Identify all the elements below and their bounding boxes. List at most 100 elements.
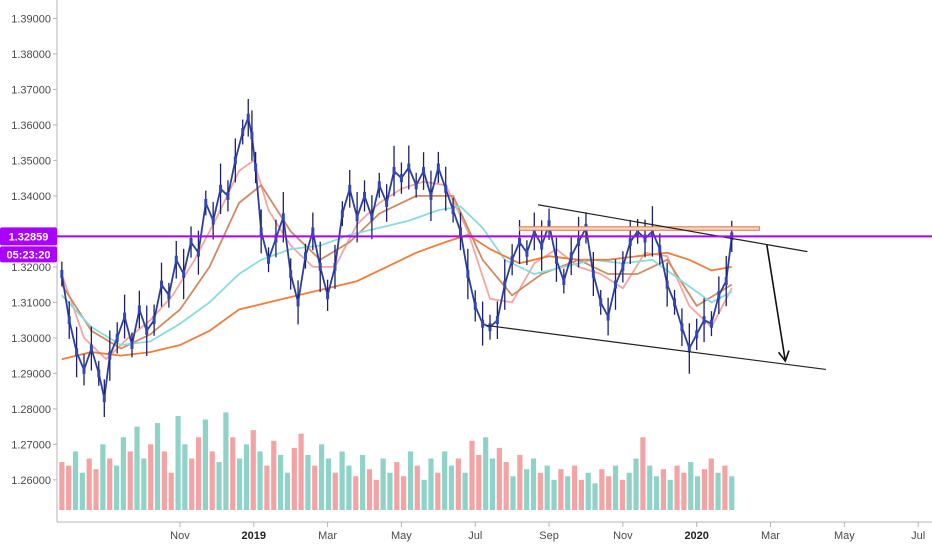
volume-bar bbox=[291, 447, 297, 510]
candle-body bbox=[274, 234, 278, 243]
volume-bar bbox=[701, 469, 708, 510]
candle-body bbox=[414, 181, 418, 190]
candle-body bbox=[473, 301, 477, 310]
current-price-line: 1.32859 05:23:20 bbox=[0, 227, 932, 263]
price-tick-label: 1.32000 bbox=[11, 262, 51, 274]
time-tick-label: 2020 bbox=[684, 530, 708, 542]
candle-body bbox=[123, 312, 127, 321]
candle-body bbox=[189, 238, 193, 247]
volume-bar bbox=[182, 444, 188, 510]
candle-body bbox=[204, 198, 208, 207]
candle-body bbox=[436, 163, 440, 172]
candle-body bbox=[355, 213, 359, 222]
volume-bar bbox=[120, 437, 126, 510]
volume-bar bbox=[93, 469, 99, 510]
volume-bar bbox=[476, 454, 482, 510]
volume-bar bbox=[86, 458, 92, 510]
candle-body bbox=[643, 234, 647, 243]
candle-body bbox=[160, 280, 164, 289]
volume-bar bbox=[674, 465, 680, 510]
volume-bar bbox=[216, 462, 222, 510]
candle-body bbox=[246, 113, 250, 122]
candle-body bbox=[196, 248, 200, 257]
volume-bar bbox=[319, 444, 325, 510]
candle-body bbox=[377, 181, 381, 190]
countdown-badge bbox=[0, 246, 57, 263]
candle-body bbox=[318, 262, 322, 271]
volume-bar bbox=[332, 472, 338, 510]
candle-body bbox=[333, 262, 337, 271]
volume-bar bbox=[360, 454, 366, 510]
candle-body bbox=[599, 298, 603, 307]
volume-bar bbox=[544, 465, 550, 510]
candle-body bbox=[717, 291, 721, 300]
candle-body bbox=[182, 269, 186, 278]
price-tick-label: 1.31000 bbox=[11, 297, 51, 309]
time-tick-label: May bbox=[391, 530, 412, 542]
volume-bar bbox=[380, 458, 386, 510]
candle-body bbox=[250, 131, 254, 140]
volume-bar bbox=[401, 476, 407, 510]
volume-bar bbox=[640, 437, 646, 510]
volume-bar bbox=[305, 454, 311, 510]
time-tick-label: Mar bbox=[318, 530, 337, 542]
candle-body bbox=[687, 344, 691, 353]
price-tick-label: 1.34000 bbox=[11, 191, 51, 203]
candle-body bbox=[174, 255, 178, 264]
volume-bar bbox=[619, 479, 625, 510]
volume-bar bbox=[414, 465, 420, 510]
volume-bar bbox=[524, 469, 530, 510]
price-tick-label: 1.26000 bbox=[11, 475, 51, 487]
candle-body bbox=[540, 241, 544, 250]
time-axis: Nov 2019 Mar May Jul Sep Nov 2020 Mar May Jul bbox=[57, 521, 932, 542]
candle-body bbox=[577, 238, 581, 247]
projection-arrow-head bbox=[777, 350, 790, 363]
current-price-badge bbox=[0, 227, 57, 246]
candle-body bbox=[702, 316, 706, 325]
resistance-zone bbox=[519, 226, 760, 231]
drawing-annotations[interactable] bbox=[486, 204, 826, 371]
volume-bar bbox=[366, 469, 373, 510]
price-tick-label: 1.30000 bbox=[11, 333, 51, 345]
volume-bar bbox=[243, 444, 250, 510]
candle-body bbox=[89, 344, 93, 353]
candle-body bbox=[458, 227, 462, 236]
candle-body bbox=[554, 255, 558, 264]
candle-body bbox=[370, 213, 374, 222]
moving-average-line bbox=[60, 158, 733, 361]
volume-bar bbox=[681, 472, 687, 510]
candle-body bbox=[108, 351, 112, 360]
time-tick-label: 2019 bbox=[242, 530, 266, 542]
candle-body bbox=[82, 365, 86, 374]
volume-bar bbox=[312, 465, 318, 510]
volume-bar bbox=[236, 458, 243, 510]
candle-body bbox=[650, 227, 654, 236]
volume-bar bbox=[230, 437, 236, 510]
price-tick-label: 1.27000 bbox=[11, 439, 51, 451]
price-axis: 1.39000 1.38000 1.37000 1.36000 1.35000 1.340… bbox=[11, 0, 58, 522]
volume-bar bbox=[442, 451, 448, 510]
volume-bar bbox=[722, 465, 728, 510]
candle-body bbox=[75, 348, 79, 357]
volume-bar bbox=[510, 476, 516, 510]
candle-body bbox=[219, 184, 223, 193]
volume-bar bbox=[175, 415, 181, 510]
time-tick-label: Jul bbox=[911, 530, 925, 542]
volume-bar bbox=[428, 458, 434, 510]
volume-bar bbox=[633, 458, 639, 510]
volume-bar bbox=[127, 451, 133, 510]
volume-bars bbox=[59, 412, 735, 510]
volume-bar bbox=[503, 462, 509, 510]
volume-bar bbox=[107, 458, 113, 510]
candle-body bbox=[145, 326, 149, 335]
volume-bar bbox=[202, 419, 208, 510]
volume-bar bbox=[530, 458, 537, 510]
candle-body bbox=[267, 255, 271, 264]
candle-body bbox=[152, 316, 156, 325]
volume-bar bbox=[558, 469, 564, 510]
candle-body bbox=[488, 323, 492, 332]
candle-body bbox=[628, 238, 632, 247]
moving-average-line bbox=[61, 183, 733, 350]
volume-bar bbox=[298, 433, 304, 510]
